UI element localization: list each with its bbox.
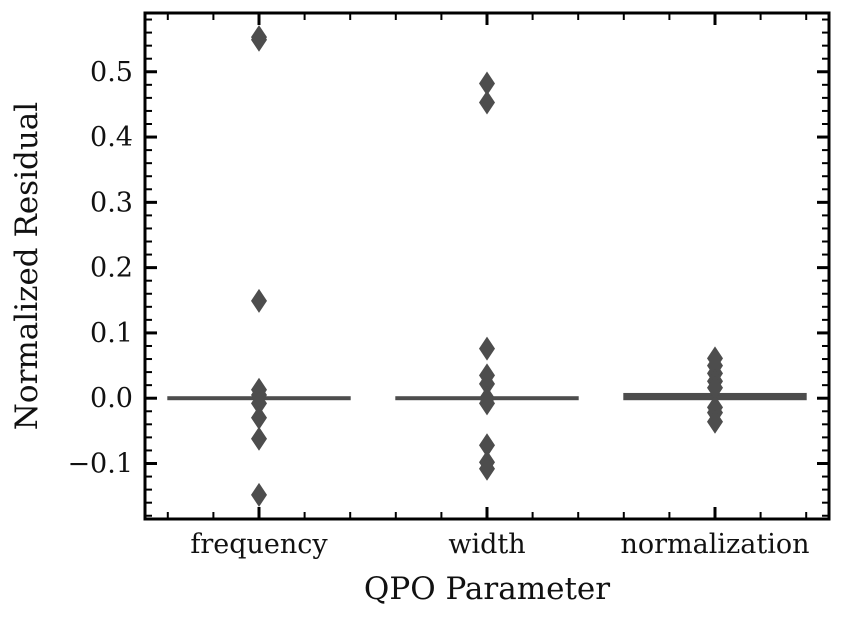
y-tick-label: 0.2 [90,253,133,284]
outlier-point [479,90,495,115]
outlier-point [251,391,267,416]
y-tick-label: 0.3 [90,187,133,218]
outlier-point [479,371,495,396]
outlier-point [251,426,267,451]
y-tick-label: 0.5 [90,57,133,88]
outlier-point [251,482,267,507]
y-tick-label: 0.0 [90,383,133,414]
y-tick-label: 0.1 [90,318,133,349]
plot-marks [167,25,807,507]
x-axis-ticks: frequency width normalization [166,13,810,560]
outlier-point [251,27,267,52]
outlier-point [707,375,723,400]
outlier-point [251,405,267,430]
outlier-point [479,433,495,458]
x-tick-label-width: width [448,529,525,560]
outlier-point [251,288,267,313]
outlier-point [479,336,495,361]
y-axis-title: Normalized Residual [9,102,45,430]
y-axis-ticks: −0.1 0.0 0.1 0.2 0.3 0.4 0.5 [67,18,829,517]
x-axis-title: QPO Parameter [364,571,610,607]
x-tick-label-normalization: normalization [621,529,810,560]
y-tick-label: −0.1 [67,449,133,480]
outlier-point [479,391,495,416]
x-tick-label-frequency: frequency [190,529,328,560]
outlier-point [479,456,495,481]
outlier-point [707,409,723,434]
y-tick-label: 0.4 [90,122,133,153]
outlier-point [479,71,495,96]
